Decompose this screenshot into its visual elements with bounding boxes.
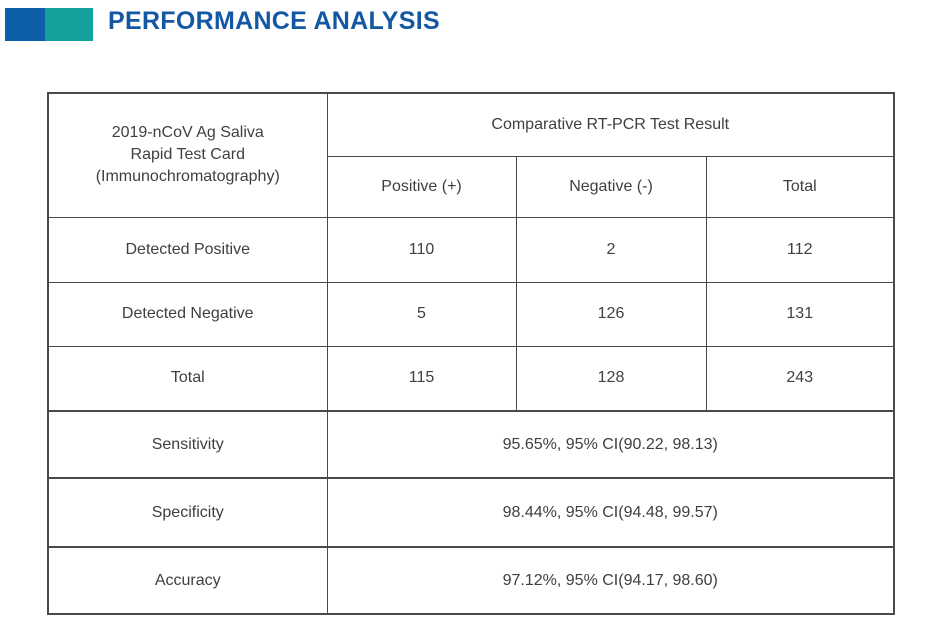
stat-value-specificity: 98.44%, 95% CI(94.48, 99.57) (326, 477, 895, 548)
accent-square-teal-icon (45, 8, 93, 41)
table-row-accuracy: Accuracy 97.12%, 95% CI(94.17, 98.60) (47, 546, 895, 615)
cell-detpos-positive: 110 (326, 216, 517, 283)
test-card-header-cell: 2019-nCoV Ag Saliva Rapid Test Card (Imm… (47, 92, 328, 218)
header-row-1: 2019-nCoV Ag Saliva Rapid Test Card (Imm… (47, 92, 895, 218)
stat-label-accuracy: Accuracy (47, 546, 328, 615)
table-row-sensitivity: Sensitivity 95.65%, 95% CI(90.22, 98.13) (47, 410, 895, 479)
cell-detpos-total: 112 (705, 216, 895, 283)
row-label-total: Total (47, 345, 328, 412)
page-title: PERFORMANCE ANALYSIS (108, 7, 440, 35)
cell-detneg-negative: 126 (515, 281, 707, 347)
table-row-detected-positive: Detected Positive 110 2 112 (47, 216, 895, 283)
row-label-detected-positive: Detected Positive (47, 216, 328, 283)
cell-total-negative: 128 (515, 345, 707, 412)
cell-total-positive: 115 (326, 345, 517, 412)
cell-total-total: 243 (705, 345, 895, 412)
cell-detneg-positive: 5 (326, 281, 517, 347)
col-header-total: Total (705, 155, 895, 218)
col-header-positive: Positive (+) (326, 155, 517, 218)
test-card-name-line2: Rapid Test Card (130, 146, 245, 164)
table-row-total: Total 115 128 243 (47, 345, 895, 412)
accent-square-blue-icon (5, 8, 45, 41)
cell-detpos-negative: 2 (515, 216, 707, 283)
brand-accent-squares (5, 8, 93, 41)
cell-detneg-total: 131 (705, 281, 895, 347)
stat-label-sensitivity: Sensitivity (47, 410, 328, 479)
row-label-detected-negative: Detected Negative (47, 281, 328, 347)
stat-value-accuracy: 97.12%, 95% CI(94.17, 98.60) (326, 546, 895, 615)
performance-analysis-table: 2019-nCoV Ag Saliva Rapid Test Card (Imm… (47, 92, 896, 615)
test-card-name-line3: (Immunochromatography) (95, 168, 280, 186)
stat-value-sensitivity: 95.65%, 95% CI(90.22, 98.13) (326, 410, 895, 479)
stat-label-specificity: Specificity (47, 477, 328, 548)
header-row-2: Positive (+) Negative (-) Total (48, 155, 895, 218)
rtpcr-result-header-cell: Comparative RT-PCR Test Result (326, 92, 895, 157)
table-row-detected-negative: Detected Negative 5 126 131 (47, 281, 895, 347)
table-row-specificity: Specificity 98.44%, 95% CI(94.48, 99.57) (47, 477, 895, 548)
col-header-negative: Negative (-) (515, 155, 707, 218)
test-card-name-line1: 2019-nCoV Ag Saliva (111, 124, 264, 142)
